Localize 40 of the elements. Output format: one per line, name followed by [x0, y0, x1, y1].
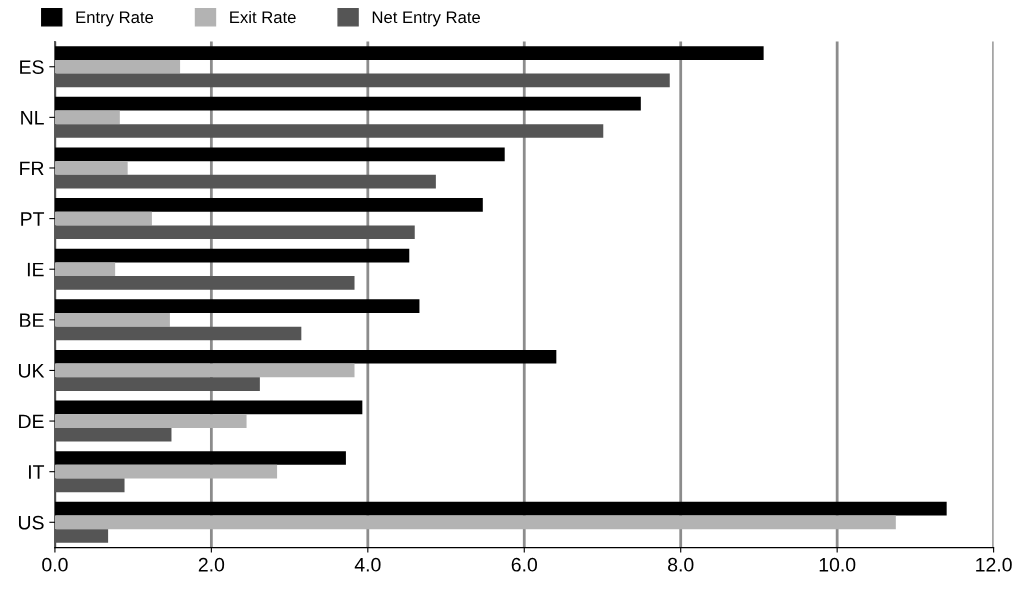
bar: [54, 464, 278, 479]
bar: [54, 312, 170, 327]
bar: [54, 326, 302, 341]
y-tick-label: IT: [29, 465, 45, 479]
x-tick-label: 12.0: [976, 557, 1012, 572]
x-tick-label: 2.0: [198, 557, 225, 572]
x-tick-label: 6.0: [511, 557, 538, 572]
bar: [54, 73, 670, 88]
legend-label: Net Entry Rate: [372, 11, 480, 27]
bar: [54, 262, 116, 277]
bar: [54, 377, 260, 391]
y-tick-label: NL: [21, 111, 44, 125]
legend-label: Exit Rate: [230, 10, 296, 24]
y-tick-label: IE: [27, 262, 44, 277]
y-tick-label: ES: [20, 60, 44, 74]
bar: [54, 174, 436, 189]
y-tick-label: FR: [20, 161, 44, 176]
bar: [54, 529, 109, 543]
bar: [54, 363, 355, 378]
y-tick-label: PT: [21, 212, 45, 226]
x-tick-label: 0.0: [42, 557, 68, 572]
y-tick-label: BE: [20, 313, 44, 327]
x-tick-label: 8.0: [668, 557, 694, 572]
y-tick-label: DE: [19, 414, 44, 429]
bar: [54, 225, 415, 240]
y-tick-label: US: [18, 515, 44, 530]
bar: [54, 110, 120, 125]
y-tick-label: UK: [18, 364, 45, 378]
bar: [54, 211, 152, 226]
x-tick-label: 4.0: [354, 557, 381, 572]
bar: [54, 276, 355, 290]
bar: [54, 59, 181, 74]
bar: [54, 161, 128, 175]
bar: [54, 515, 896, 530]
x-tick-label: 10.0: [819, 557, 856, 572]
bar: [54, 478, 125, 493]
bar: [54, 124, 604, 138]
legend-label: Entry Rate: [76, 11, 154, 27]
bar: [54, 427, 172, 442]
bar: [54, 414, 247, 428]
